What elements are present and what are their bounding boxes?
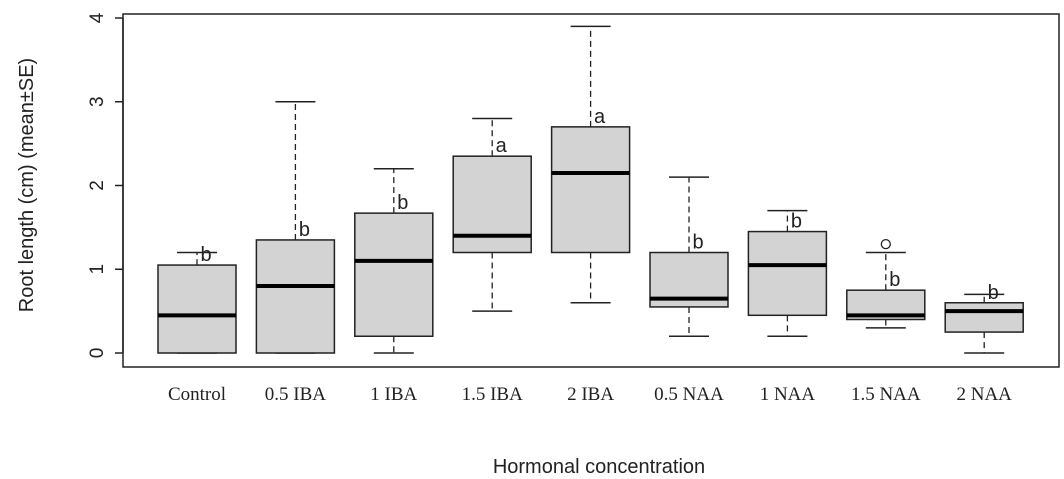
x-tick-label: 1.5 IBA (462, 384, 524, 405)
x-tick-label: 2 NAA (956, 384, 1012, 405)
x-tick-label: 1.5 NAA (851, 384, 921, 405)
box-iqr (747, 230, 828, 317)
y-tick-label: 3 (87, 96, 108, 107)
y-tick-label: 2 (87, 180, 108, 191)
box-group: b (747, 209, 828, 337)
y-tick-label: 1 (87, 264, 108, 275)
x-axis-label: Hormonal concentration (493, 456, 705, 478)
significance-letter: b (299, 219, 310, 241)
x-axis-labels: Control 0.5 IBA 1 IBA 1.5 IBA 2 IBA 0.5 NAA 1 … (168, 384, 1012, 405)
x-tick-label: 2 IBA (567, 384, 614, 405)
y-axis-label: Root length (cm) (mean±SE) (16, 58, 38, 312)
x-tick-label: 1 NAA (760, 384, 816, 405)
box-iqr (157, 264, 237, 354)
y-tick-label: 0 (87, 348, 108, 359)
box-group: a (550, 25, 631, 304)
significance-letter: b (200, 244, 211, 266)
box-group: b (944, 282, 1024, 354)
x-tick-label: 0.5 NAA (654, 384, 724, 405)
y-axis-ticks: 0 1 2 3 4 (87, 12, 123, 358)
box-iqr (550, 126, 631, 254)
significance-letter: b (791, 211, 802, 233)
box-group: a (452, 117, 532, 312)
significance-letter: b (988, 282, 999, 304)
x-tick-label: 0.5 IBA (265, 384, 327, 405)
box-group: b (255, 101, 336, 354)
significance-letter: b (397, 192, 408, 214)
box-iqr (354, 212, 434, 337)
significance-letter: b (889, 269, 900, 291)
box-iqr (944, 302, 1024, 333)
box-group: b (649, 176, 729, 337)
significance-letter: b (692, 232, 703, 254)
box-iqr (255, 239, 336, 354)
y-tick-label: 4 (87, 12, 108, 23)
significance-letter: a (496, 135, 508, 157)
x-tick-label: 1 IBA (370, 384, 417, 405)
significance-letter: a (594, 106, 606, 128)
x-tick-label: Control (168, 384, 226, 405)
outlier-point (880, 238, 891, 250)
box-iqr (452, 155, 532, 254)
box-group: b (157, 244, 237, 354)
box-series: b b b a a b b b b (157, 25, 1024, 354)
box-group: b (846, 238, 926, 329)
box-group: b (354, 168, 434, 354)
